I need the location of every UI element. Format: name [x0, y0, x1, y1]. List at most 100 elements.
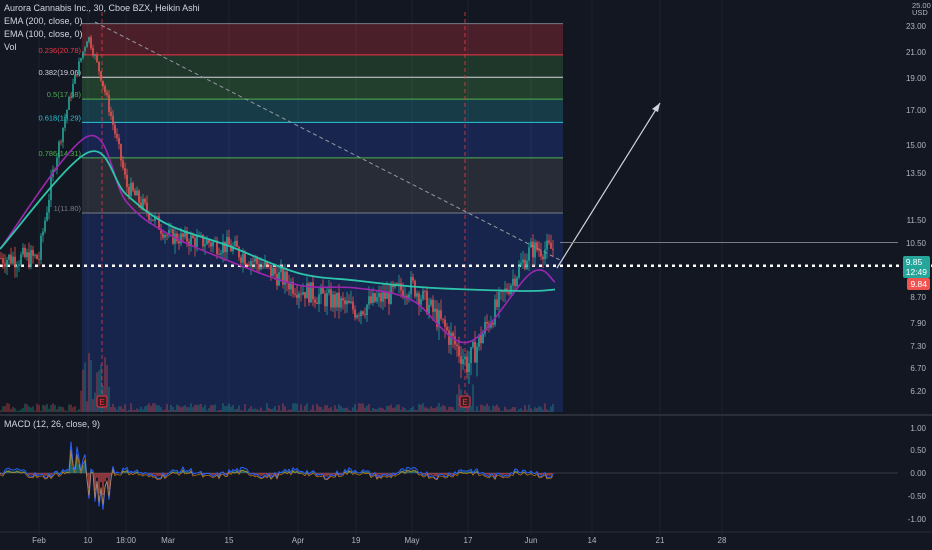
macd-pane — [0, 441, 898, 510]
macd-hist-bar — [492, 473, 494, 475]
volume-bar — [358, 403, 360, 412]
volume-bar — [218, 410, 220, 412]
candle-body — [208, 240, 210, 243]
volume-bar — [6, 403, 8, 412]
volume-bar — [536, 408, 538, 412]
macd-hist-bar — [182, 469, 184, 473]
indicator-vol[interactable]: Vol — [4, 42, 17, 52]
candle-body — [308, 283, 310, 303]
macd-hist-bar — [108, 473, 110, 490]
volume-bar — [106, 365, 108, 412]
candle-body — [236, 240, 238, 248]
candle-body — [292, 281, 294, 294]
candle-body — [362, 311, 364, 315]
macd-hist-bar — [234, 471, 236, 473]
macd-hist-bar — [160, 473, 162, 477]
candle-body — [538, 249, 540, 251]
macd-hist-bar — [434, 473, 436, 477]
volume-bar — [230, 406, 232, 412]
volume-bar — [540, 406, 542, 412]
macd-hist-bar — [180, 471, 182, 473]
volume-bar — [8, 403, 10, 412]
volume-bar — [188, 407, 190, 412]
macd-hist-bar — [154, 473, 156, 475]
volume-bar — [200, 403, 202, 412]
candle-body — [464, 356, 466, 360]
candle-body — [280, 267, 282, 273]
volume-bar — [258, 409, 260, 412]
candle-body — [90, 37, 92, 49]
macd-hist-bar — [188, 471, 190, 473]
candle-body — [22, 247, 24, 255]
candle-body — [356, 315, 358, 318]
volume-bar — [158, 405, 160, 412]
macd-hist-bar — [370, 473, 372, 475]
candle-body — [552, 248, 554, 250]
volume-bar — [180, 407, 182, 412]
candle-body — [374, 293, 376, 302]
candle-body — [332, 294, 334, 308]
volume-bar — [290, 409, 292, 412]
volume-bar — [172, 407, 174, 412]
volume-bar — [176, 404, 178, 412]
macd-hist-bar — [258, 473, 260, 475]
candle-body — [372, 293, 374, 304]
volume-bar — [478, 410, 480, 412]
candle-body — [336, 292, 338, 308]
volume-bar — [244, 404, 246, 412]
volume-bar — [544, 403, 546, 412]
symbol-title[interactable]: Aurora Cannabis Inc., 30, Cboe BZX, Heik… — [4, 3, 200, 13]
candle-body — [132, 182, 134, 191]
macd-hist-bar — [12, 471, 14, 473]
volume-bar — [26, 404, 28, 412]
indicator-ema100[interactable]: EMA (100, close, 0) — [4, 29, 83, 39]
fib-zone-0 — [82, 23, 563, 55]
volume-bar — [2, 406, 4, 412]
candle-body — [62, 127, 64, 142]
volume-bar — [44, 405, 46, 412]
volume-bar — [382, 408, 384, 412]
candle-body — [514, 278, 516, 287]
indicator-ema200[interactable]: EMA (200, close, 0) — [4, 16, 83, 26]
macd-hist-bar — [552, 473, 554, 474]
volume-bar — [192, 407, 194, 412]
earnings-marker-1[interactable]: E — [459, 395, 471, 408]
macd-hist-bar — [272, 473, 274, 475]
ema200-line — [0, 150, 556, 292]
macd-hist-bar — [32, 473, 34, 476]
volume-bar — [542, 409, 544, 412]
candle-body — [92, 48, 94, 56]
fib-label-3: 0.618(16.29) — [38, 113, 81, 122]
time-tick: Mar — [161, 536, 175, 545]
macd-hist-bar — [82, 464, 84, 473]
time-tick: 21 — [656, 536, 665, 545]
candle-body — [218, 254, 220, 255]
candle-body — [8, 254, 10, 260]
candle-body — [16, 265, 18, 268]
volume-bar — [256, 409, 258, 412]
earnings-marker-0[interactable]: E — [96, 395, 108, 408]
fib-zone-5 — [82, 157, 563, 213]
volume-bar — [376, 408, 378, 412]
volume-bar — [454, 409, 456, 412]
macd-legend[interactable]: MACD (12, 26, close, 9) — [4, 419, 101, 429]
candle-body — [444, 319, 446, 327]
volume-bar — [232, 405, 234, 412]
volume-bar — [174, 409, 176, 412]
volume-bar — [30, 407, 32, 412]
volume-bar — [378, 407, 380, 412]
volume-bar — [424, 407, 426, 412]
volume-bar — [134, 410, 136, 412]
volume-bar — [328, 408, 330, 412]
volume-bar — [372, 408, 374, 412]
candle-body — [18, 264, 20, 266]
candle-body — [398, 283, 400, 286]
candle-body — [26, 252, 28, 258]
volume-bar — [418, 403, 420, 412]
volume-bar — [246, 410, 248, 412]
fib-label-0: 0.236(20.78) — [38, 46, 81, 55]
macd-signal-line — [0, 449, 554, 505]
candle-body — [144, 198, 146, 203]
macd-hist-bar — [142, 473, 144, 474]
